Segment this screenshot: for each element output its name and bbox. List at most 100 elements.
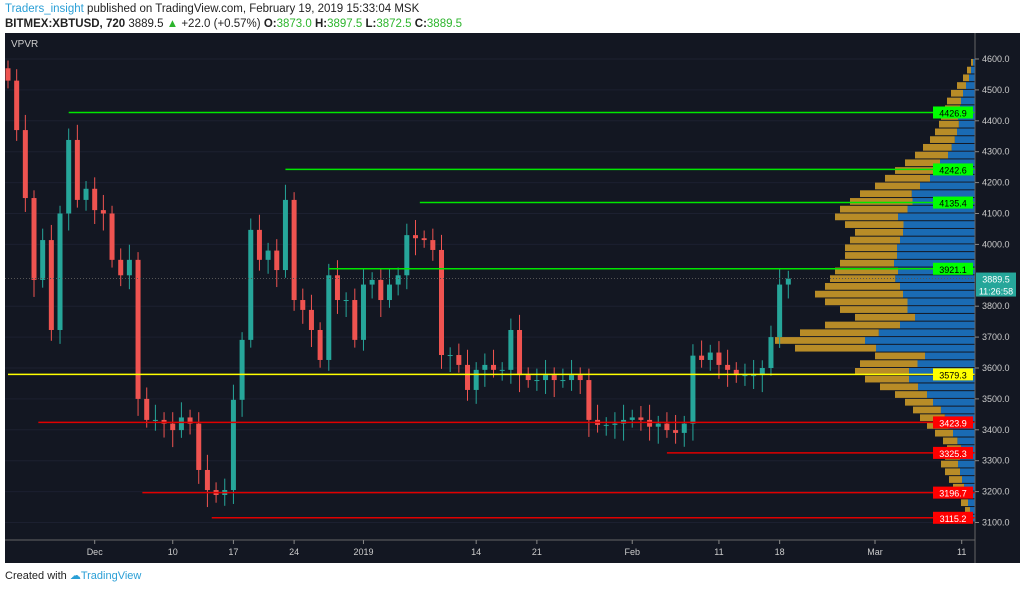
level-price-text: 3423.9 (939, 418, 967, 428)
volume-profile-down-bar (860, 190, 912, 198)
volume-profile-up-bar (951, 143, 975, 151)
tradingview-link[interactable]: TradingView (80, 570, 142, 582)
candle-body (334, 275, 340, 301)
candle-body (360, 284, 366, 340)
volume-profile-down-bar (775, 337, 865, 344)
volume-profile-down-bar (941, 460, 958, 468)
price-tick-label: 3800.0 (982, 301, 1010, 311)
candle-body (569, 375, 575, 381)
volume-profile-down-bar (935, 128, 957, 136)
candle-body (612, 423, 618, 425)
candle-body (551, 375, 557, 381)
volume-profile-down-bar (885, 174, 930, 182)
level-price-label (933, 416, 973, 429)
time-tick-label: 24 (289, 547, 299, 557)
candle-body (647, 419, 653, 427)
candle-body (135, 259, 141, 399)
volume-profile-up-bar (903, 221, 975, 228)
volume-profile-up-bar (940, 159, 975, 167)
close-value: 3889.5 (426, 18, 463, 30)
footer: Created with ☁TradingView (5, 569, 141, 582)
volume-profile-down-bar (840, 205, 908, 213)
open-value: 3873.0 (276, 18, 312, 30)
volume-profile-down-bar (963, 74, 969, 82)
volume-profile-up-bar (903, 228, 975, 236)
level-price-label (933, 368, 973, 381)
price-chart[interactable]: 4426.9 4242.6 4135.4 3921.1 3579.3 3423.9 3325… (5, 33, 1020, 563)
level-price-label (933, 511, 973, 524)
level-price-text: 3921.1 (939, 265, 967, 275)
candle-body (386, 284, 392, 301)
created-with-text: Created with (5, 570, 67, 582)
candle-body (274, 250, 280, 271)
volume-profile-up-bar (963, 89, 975, 97)
candle-body (699, 355, 705, 360)
candle-body (751, 375, 757, 377)
triangle-up-icon: ▲ (166, 18, 179, 30)
level-price-text: 3325.3 (939, 449, 967, 459)
volume-profile-up-bar (957, 128, 975, 136)
low-value: 3872.5 (376, 18, 412, 30)
volume-profile-up-bar (897, 252, 975, 259)
volume-profile-down-bar (920, 414, 945, 422)
time-tick-label: 11 (957, 547, 966, 557)
candle-body (22, 130, 28, 199)
candle-body (543, 375, 549, 381)
candle-body (265, 250, 271, 260)
last-price: 3889.5 (128, 18, 164, 30)
candle-body (404, 235, 410, 276)
price-tick-label: 4500.0 (982, 85, 1010, 95)
volume-profile-down-bar (855, 313, 915, 321)
candle-body (40, 240, 46, 280)
volume-profile-up-bar (911, 190, 975, 198)
volume-profile-up-bar (968, 499, 975, 507)
candle-body (31, 198, 37, 280)
price-tick-label: 3700.0 (982, 332, 1010, 342)
candle-body (369, 279, 375, 285)
candle-body (673, 430, 679, 433)
candle-body (352, 300, 358, 340)
chart-canvas[interactable]: 4426.9 4242.6 4135.4 3921.1 3579.3 3423.9 3325… (5, 33, 1020, 563)
volume-profile-down-bar (945, 468, 960, 476)
candle-body (655, 423, 661, 427)
candle-body (473, 369, 479, 390)
tradingview-logo-icon: ☁ (69, 570, 81, 582)
volume-profile-up-bar (961, 97, 975, 105)
volume-profile-up-bar (903, 290, 975, 298)
volume-profile-up-bar (971, 66, 975, 74)
candle-body (603, 424, 609, 426)
candle-body (308, 309, 314, 330)
candle-body (447, 355, 453, 357)
candle-body (707, 352, 713, 360)
volume-profile-down-bar (957, 82, 966, 89)
last-price-label (976, 272, 1016, 297)
candle-body (412, 235, 418, 239)
candle-body (126, 259, 132, 276)
volume-profile-down-bar (971, 59, 973, 66)
volume-profile-up-bar (970, 507, 975, 514)
volume-profile-up-bar (907, 205, 975, 213)
candle-body (586, 380, 592, 420)
volume-profile-down-bar (845, 252, 897, 259)
candle-body (74, 139, 80, 200)
level-price-text: 4242.6 (939, 165, 967, 175)
price-tick-label: 4300.0 (982, 147, 1010, 157)
candle-body (5, 68, 11, 81)
price-tick-label: 3400.0 (982, 425, 1010, 435)
candle-body (395, 275, 401, 285)
volume-profile-down-bar (860, 360, 918, 367)
candle-body (465, 364, 471, 390)
volume-profile-up-bar (930, 174, 975, 182)
volume-profile-down-bar (825, 283, 900, 290)
volume-profile-down-bar (830, 275, 896, 283)
candle-body (759, 368, 765, 376)
candle-body (57, 213, 63, 330)
author-link[interactable]: Traders_insight (5, 3, 84, 15)
volume-profile-down-bar (850, 198, 913, 205)
volume-profile-up-bar (958, 460, 975, 468)
volume-profile-down-bar (800, 329, 879, 337)
candle-body (534, 380, 540, 382)
volume-profile-up-bar (925, 352, 975, 360)
volume-profile-down-bar (930, 136, 955, 143)
volume-profile-up-bar (897, 244, 975, 252)
